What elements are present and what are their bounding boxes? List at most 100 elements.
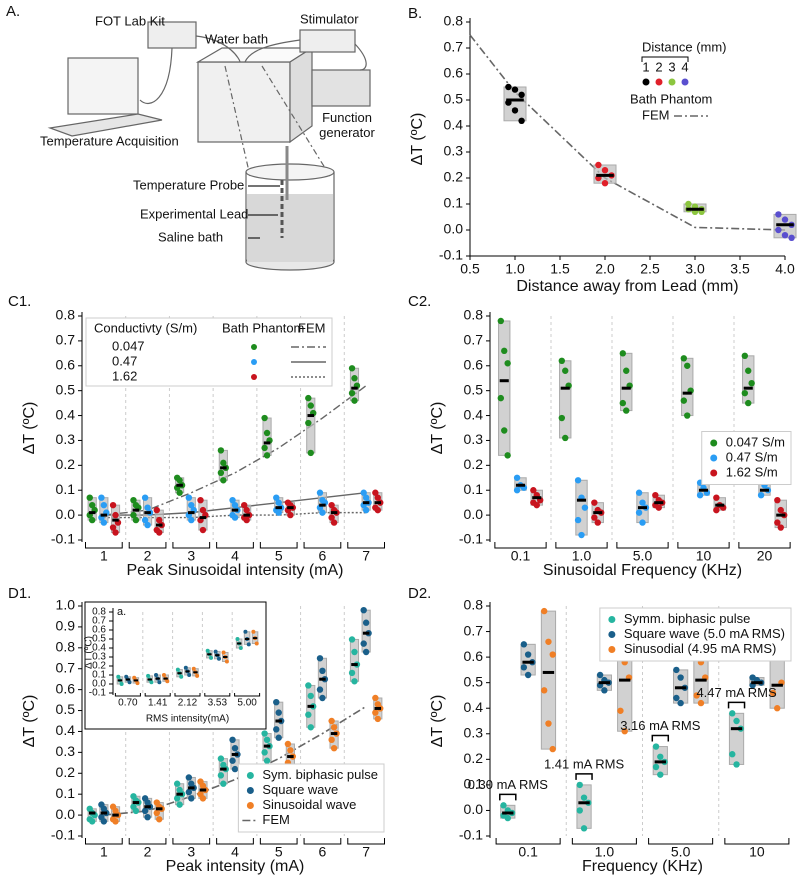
data-point: [680, 355, 688, 362]
data-point: [360, 606, 367, 614]
annotation: 4.47 mA RMS: [696, 685, 777, 700]
data-point: [729, 710, 736, 717]
data-point: [156, 816, 163, 823]
data-point: [263, 757, 271, 764]
y-tick-label: 0.0: [464, 801, 484, 817]
x-tick-label: 1: [100, 548, 108, 564]
y-tick-label: -0.1: [459, 531, 483, 547]
data-point: [116, 674, 121, 679]
data-point: [596, 671, 604, 679]
legend-label: FEM: [642, 107, 669, 122]
y-tick-label: 0.1: [464, 776, 484, 792]
group-bracket: [216, 542, 254, 549]
y-tick-label: 0.4: [56, 722, 76, 738]
data-point: [127, 680, 132, 685]
legend-header: FEM: [298, 320, 325, 335]
panel-label: B.: [408, 5, 422, 22]
x-tick-label: 7: [362, 548, 370, 564]
data-point: [305, 419, 312, 427]
data-point: [153, 809, 160, 817]
y-tick-label: 0.3: [444, 143, 464, 159]
data-point: [165, 679, 170, 684]
data-point: [576, 781, 583, 789]
data-point: [287, 747, 294, 754]
data-point: [549, 745, 556, 753]
y-tick-label: 0.9: [56, 618, 76, 634]
cables: [139, 35, 367, 105]
legend-marker: [710, 454, 718, 462]
data-point: [307, 724, 314, 731]
data-point: [558, 357, 566, 364]
data-point: [635, 509, 643, 516]
legend-label: 3: [668, 59, 675, 74]
data-point: [729, 751, 736, 758]
legend-marker: [710, 469, 718, 477]
data-point: [220, 477, 227, 484]
data-point: [518, 91, 525, 99]
data-point: [652, 743, 660, 750]
data-point: [362, 506, 370, 514]
function-generator: [311, 69, 371, 107]
legend-label: 1.62 S/m: [726, 464, 778, 479]
y-tick-label: -0.1: [439, 247, 463, 263]
data-point: [639, 499, 646, 506]
annotation: 3.16 mA RMS: [620, 718, 701, 733]
x-tick-label: 5.00: [237, 698, 257, 709]
data-point: [362, 494, 370, 501]
y-tick-label: 0.3: [56, 431, 76, 447]
y-tick-label: 1.0: [56, 597, 76, 613]
x-tick-label: 0.1: [511, 548, 531, 564]
group-bracket: [216, 838, 254, 845]
diagram-label: Temperature Probe: [133, 177, 244, 192]
y-tick-label: 0.2: [444, 169, 464, 185]
data-point: [351, 397, 358, 404]
beaker-walls: [245, 172, 335, 262]
data-point: [246, 642, 251, 647]
data-point: [109, 524, 117, 531]
data-point: [360, 640, 367, 647]
data-point: [500, 802, 507, 809]
data-point: [574, 477, 582, 484]
data-point: [673, 694, 680, 702]
data-point: [351, 375, 358, 382]
data-point: [229, 736, 236, 744]
y-tick-label: 0.2: [56, 456, 76, 472]
data-point: [273, 698, 280, 706]
data-point: [100, 818, 108, 825]
x-tick-label: 0.5: [460, 261, 480, 277]
data-point: [591, 499, 598, 506]
data-point: [188, 516, 195, 524]
group-bracket: [84, 838, 123, 845]
legend-box: [237, 763, 385, 833]
x-tick-label: 4.0: [775, 261, 795, 277]
x-tick-label: 1.5: [550, 261, 570, 277]
bath-side: [289, 46, 313, 144]
data-point: [520, 664, 528, 671]
data-point: [501, 427, 508, 434]
y-tick-label: 0.1: [56, 785, 76, 801]
y-tick-label: 0.2: [92, 661, 106, 672]
group-bracket: [259, 542, 298, 549]
y-tick-label: 0.2: [464, 750, 484, 766]
data-point: [684, 362, 691, 369]
diagram-label: Stimulator: [300, 11, 359, 26]
setup-diagram: A. FOT Lab Kit Water bath Stimulator Tem…: [6, 3, 371, 271]
data-point: [275, 734, 282, 741]
x-tick-label: 3.5: [730, 261, 750, 277]
data-point: [261, 730, 268, 737]
legend-label: 0.47 S/m: [726, 449, 778, 464]
data-point: [89, 516, 96, 524]
legend-label: 2: [655, 59, 662, 74]
group-bracket: [303, 838, 342, 845]
data-point: [781, 232, 789, 239]
x-tick-label: 2: [144, 548, 152, 564]
y-axis-label: ΔT (ºC): [21, 402, 38, 455]
y-tick-label: 0.6: [56, 356, 76, 372]
legend-label: Bath Phantom: [630, 91, 712, 106]
y-tick-label: 0.1: [464, 481, 484, 497]
data-point: [261, 749, 268, 756]
y-axis-label: ΔT (ºC): [21, 695, 38, 748]
data-point: [774, 496, 781, 504]
x-tick-label: 3.53: [208, 698, 228, 709]
